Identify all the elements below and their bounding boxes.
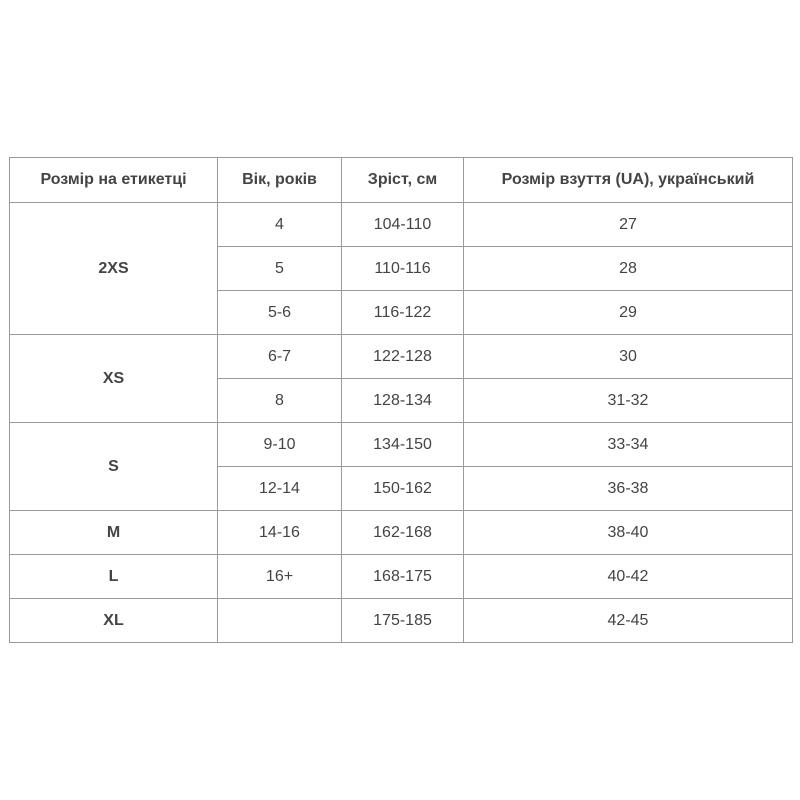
height-cell: 168-175 xyxy=(341,554,464,599)
age-cell: 6-7 xyxy=(217,334,342,379)
table-row: 2XS 4 104-110 27 xyxy=(9,202,793,335)
size-label-cell: 2XS xyxy=(9,202,218,335)
height-cell: 122-128 xyxy=(341,334,464,379)
shoe-size-cell: 29 xyxy=(463,290,793,335)
size-label-cell: L xyxy=(9,554,218,599)
age-cell: 16+ xyxy=(217,554,342,599)
age-cell xyxy=(217,598,342,643)
shoe-size-cell: 40-42 xyxy=(463,554,793,599)
size-label-cell: S xyxy=(9,422,218,511)
table-row: M 14-16 162-168 38-40 xyxy=(9,510,793,555)
size-chart-table: Розмір на етикетці Вік, років Зріст, см … xyxy=(9,157,793,643)
shoe-size-cell: 27 xyxy=(463,202,793,247)
size-label-cell: XS xyxy=(9,334,218,423)
shoe-size-cell: 38-40 xyxy=(463,510,793,555)
shoe-size-cell: 30 xyxy=(463,334,793,379)
shoe-size-cell: 42-45 xyxy=(463,598,793,643)
header-shoe-size: Розмір взуття (UA), український xyxy=(463,157,793,203)
table-row: S 9-10 134-150 33-34 xyxy=(9,422,793,511)
shoe-size-cell: 33-34 xyxy=(463,422,793,467)
table-row: 12-14 150-162 36-38 xyxy=(10,466,793,511)
header-height: Зріст, см xyxy=(341,157,464,203)
shoe-size-cell: 36-38 xyxy=(463,466,793,511)
age-cell: 5-6 xyxy=(217,290,342,335)
shoe-size-cell: 28 xyxy=(463,246,793,291)
table-row: XL 175-185 42-45 xyxy=(9,598,793,643)
height-cell: 104-110 xyxy=(341,202,464,247)
header-label-size: Розмір на етикетці xyxy=(9,157,218,203)
header-row: Розмір на етикетці Вік, років Зріст, см … xyxy=(9,157,793,203)
table-row: XS 6-7 122-128 30 xyxy=(9,334,793,423)
age-cell: 8 xyxy=(217,378,342,423)
shoe-size-cell: 31-32 xyxy=(463,378,793,423)
size-label-cell: XL xyxy=(9,598,218,643)
height-cell: 150-162 xyxy=(341,466,464,511)
size-label-cell: M xyxy=(9,510,218,555)
header-age: Вік, років xyxy=(217,157,342,203)
height-cell: 175-185 xyxy=(341,598,464,643)
height-cell: 162-168 xyxy=(341,510,464,555)
age-cell: 4 xyxy=(217,202,342,247)
age-cell: 5 xyxy=(217,246,342,291)
age-cell: 9-10 xyxy=(217,422,342,467)
table-row: L 16+ 168-175 40-42 xyxy=(9,554,793,599)
table-row: 8 128-134 31-32 xyxy=(10,378,793,423)
height-cell: 128-134 xyxy=(341,378,464,423)
age-cell: 14-16 xyxy=(217,510,342,555)
height-cell: 110-116 xyxy=(341,246,464,291)
height-cell: 134-150 xyxy=(341,422,464,467)
table-row: 5 110-116 28 xyxy=(10,246,793,291)
age-cell: 12-14 xyxy=(217,466,342,511)
height-cell: 116-122 xyxy=(341,290,464,335)
table-row: 5-6 116-122 29 xyxy=(10,290,793,335)
